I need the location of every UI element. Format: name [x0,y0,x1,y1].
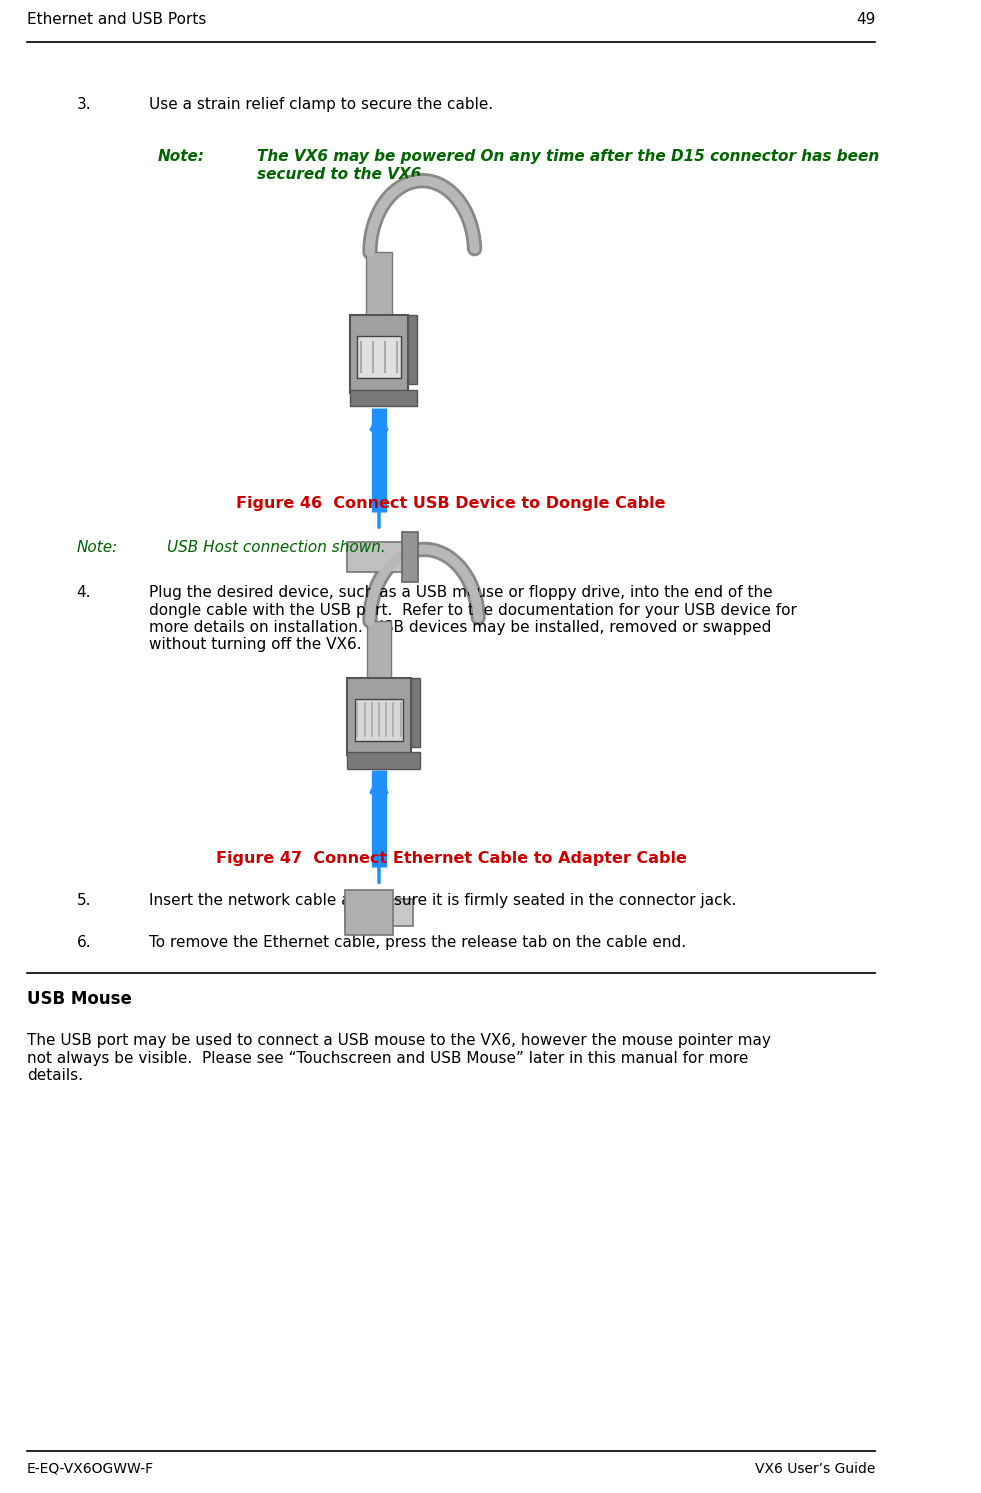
Text: To remove the Ethernet cable, press the release tab on the cable end.: To remove the Ethernet cable, press the … [149,935,686,950]
Text: The USB port may be used to connect a USB mouse to the VX6, however the mouse po: The USB port may be used to connect a US… [27,1033,771,1082]
Text: 49: 49 [855,12,875,27]
Text: Note:: Note: [158,149,205,164]
FancyBboxPatch shape [350,390,417,406]
Text: 6.: 6. [77,935,91,950]
FancyBboxPatch shape [350,315,408,393]
Text: VX6 User’s Guide: VX6 User’s Guide [755,1462,875,1475]
Text: Plug the desired device, such as a USB mouse or floppy drive, into the end of th: Plug the desired device, such as a USB m… [149,585,797,652]
Text: Use a strain relief clamp to secure the cable.: Use a strain relief clamp to secure the … [149,97,493,112]
Text: 3.: 3. [77,97,91,112]
Text: Ethernet and USB Ports: Ethernet and USB Ports [27,12,206,27]
FancyBboxPatch shape [411,678,420,746]
FancyBboxPatch shape [366,252,391,315]
Text: 5.: 5. [77,893,91,908]
FancyBboxPatch shape [357,336,400,378]
FancyBboxPatch shape [346,542,411,572]
FancyBboxPatch shape [354,699,403,741]
FancyBboxPatch shape [347,752,420,769]
Text: USB Host connection shown.: USB Host connection shown. [167,540,386,555]
FancyBboxPatch shape [345,890,392,935]
Text: 4.: 4. [77,585,91,600]
Text: Insert the network cable and ensure it is firmly seated in the connector jack.: Insert the network cable and ensure it i… [149,893,737,908]
FancyBboxPatch shape [402,532,418,582]
FancyBboxPatch shape [347,678,411,755]
Text: Figure 46  Connect USB Device to Dongle Cable: Figure 46 Connect USB Device to Dongle C… [236,496,666,511]
FancyBboxPatch shape [408,315,417,384]
FancyBboxPatch shape [367,621,390,678]
Text: The VX6 may be powered On any time after the D15 connector has been
secured to t: The VX6 may be powered On any time after… [257,149,879,182]
Text: E-EQ-VX6OGWW-F: E-EQ-VX6OGWW-F [27,1462,154,1475]
Text: USB Mouse: USB Mouse [27,990,132,1008]
Text: Note:: Note: [77,540,118,555]
Text: Figure 47  Connect Ethernet Cable to Adapter Cable: Figure 47 Connect Ethernet Cable to Adap… [216,851,687,866]
FancyBboxPatch shape [345,899,413,926]
